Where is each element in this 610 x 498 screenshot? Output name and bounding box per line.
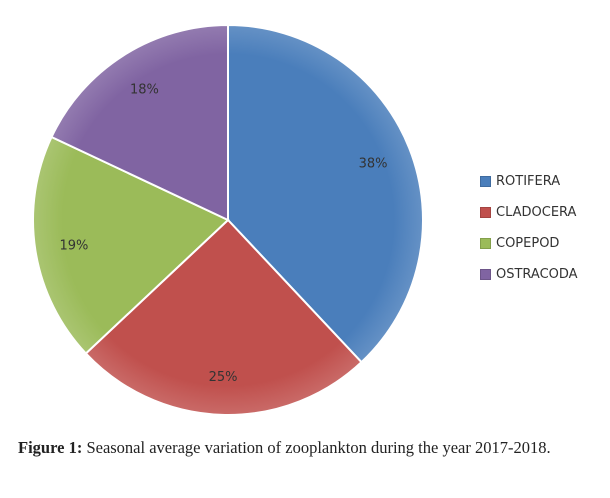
legend-label: ROTIFERA <box>496 174 561 189</box>
legend-label: OSTRACODA <box>496 267 578 282</box>
legend-item-cladocera: CLADOCERA <box>480 197 578 228</box>
data-label: 18% <box>130 82 159 97</box>
legend-swatch <box>480 238 491 249</box>
legend-item-copepod: COPEPOD <box>480 228 578 259</box>
legend-swatch <box>480 207 491 218</box>
legend-swatch <box>480 176 491 187</box>
legend-label: COPEPOD <box>496 236 560 251</box>
data-label: 38% <box>359 157 388 172</box>
legend-item-rotifera: ROTIFERA <box>480 166 578 197</box>
figure-label: Figure 1: <box>18 438 83 457</box>
pie-chart: 38% 25% 19% 18% <box>32 23 424 416</box>
legend-label: CLADOCERA <box>496 205 577 220</box>
pie-slice-rotifera <box>227 23 424 364</box>
legend-item-ostracoda: OSTRACODA <box>480 259 578 290</box>
legend-swatch <box>480 269 491 280</box>
pie-slice-cladocera <box>84 218 363 416</box>
chart-legend: ROTIFERA CLADOCERA COPEPOD OSTRACODA <box>480 166 578 290</box>
pie-slice-ostracoda <box>50 23 229 222</box>
figure-caption: Figure 1: Seasonal average variation of … <box>18 436 603 459</box>
data-label: 19% <box>59 238 88 253</box>
data-label: 25% <box>209 370 238 385</box>
pie-slice-copepod <box>32 135 230 355</box>
caption-text: Seasonal average variation of zooplankto… <box>82 438 551 457</box>
